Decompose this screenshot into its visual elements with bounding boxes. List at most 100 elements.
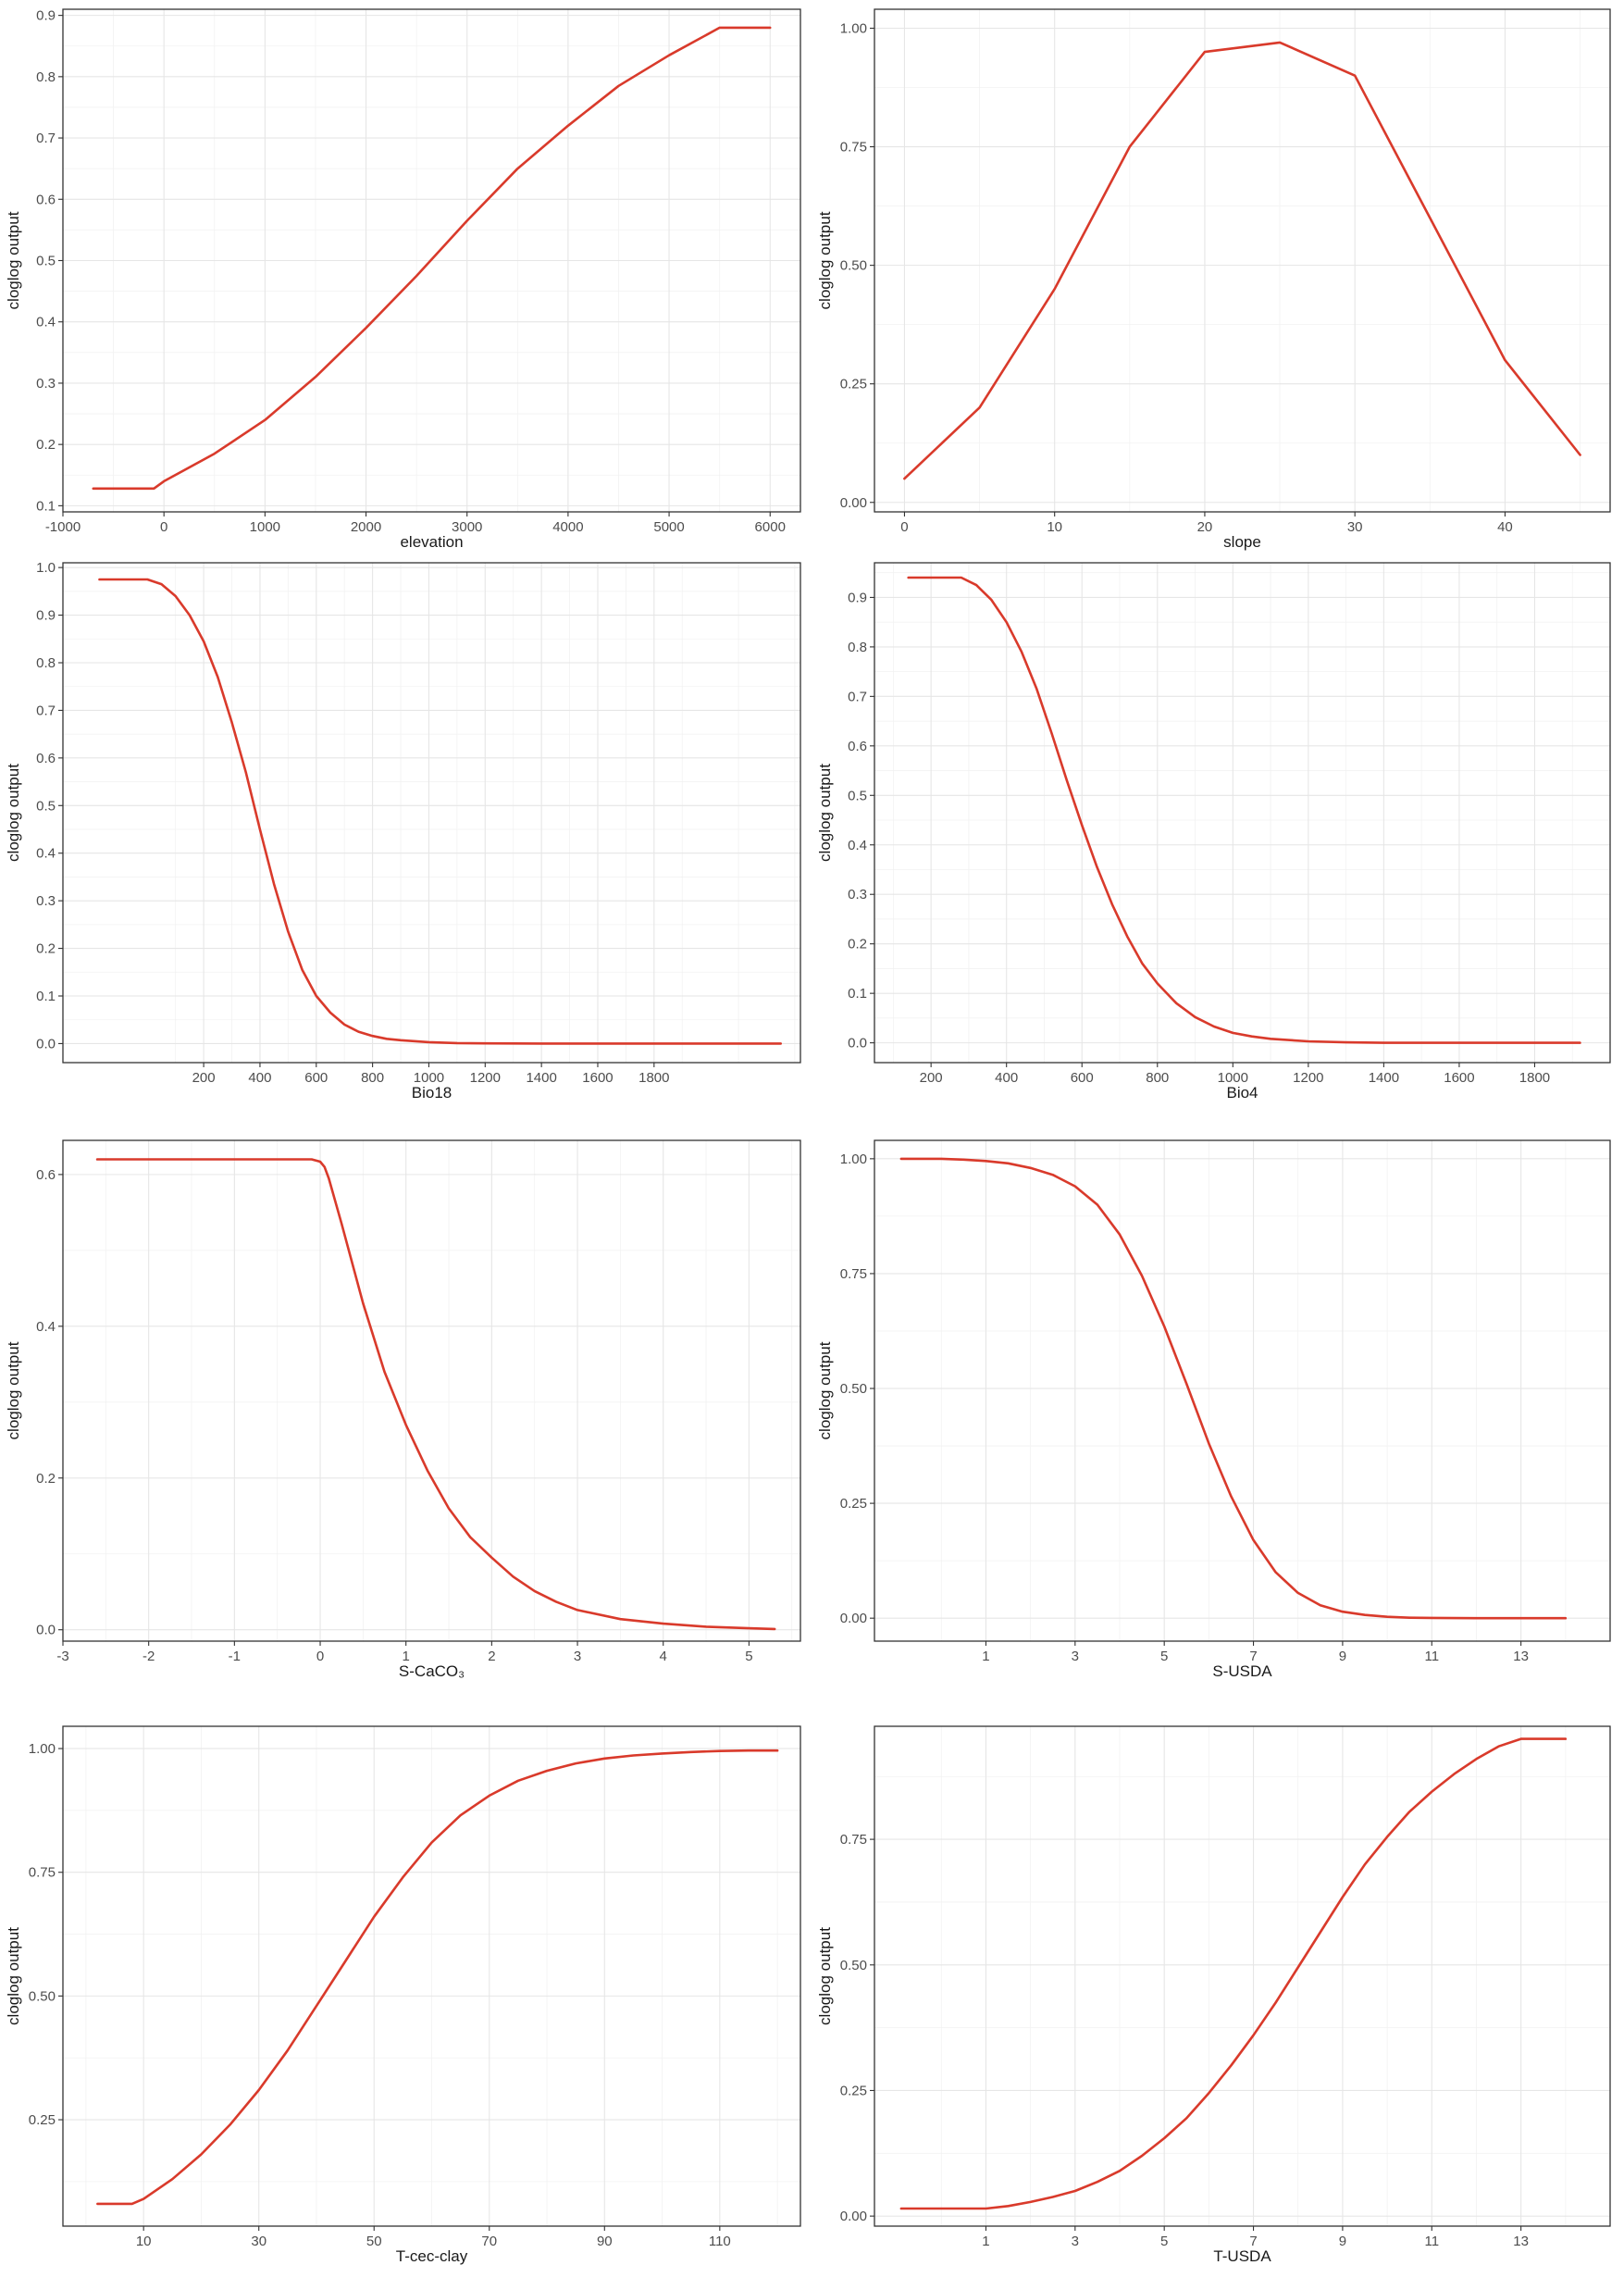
y-tick-label: 0.75 xyxy=(840,1832,867,1848)
x-tick-label: 1400 xyxy=(1369,1070,1399,1086)
y-tick-label: 0.3 xyxy=(36,893,56,909)
x-tick-label: 0 xyxy=(900,519,908,535)
y-axis-title: cloglog output xyxy=(816,1341,834,1439)
y-tick-label: 0.1 xyxy=(36,498,56,514)
plot-background xyxy=(63,1140,800,1641)
y-tick-label: 1.0 xyxy=(36,560,56,576)
y-tick-label: 0.4 xyxy=(848,838,867,853)
x-tick-label: 13 xyxy=(1513,1649,1529,1664)
y-tick-label: 0.25 xyxy=(840,1496,867,1512)
x-tick-label: 7 xyxy=(1249,1649,1257,1664)
x-tick-label: 0 xyxy=(316,1649,324,1664)
x-tick-label: 1400 xyxy=(526,1070,556,1086)
x-axis-title: slope xyxy=(1223,533,1261,551)
x-tick-label: 110 xyxy=(709,2234,731,2249)
x-tick-label: 1800 xyxy=(638,1070,669,1086)
x-tick-label: 6000 xyxy=(755,519,786,535)
panel-border xyxy=(62,1139,801,1642)
y-tick-label: 0.6 xyxy=(36,1167,56,1183)
y-tick-label: 0.2 xyxy=(36,437,56,453)
y-tick-label: 0.4 xyxy=(36,846,56,862)
panel-border xyxy=(874,562,1611,1064)
response-curve xyxy=(92,26,772,491)
x-tick-label: 1 xyxy=(403,1649,410,1664)
chart-panel-4: 200 400 600 800 1000 1200 1400 1600 1800 0.0 0.1 0.… xyxy=(816,562,1611,1101)
chart-panel-2: 0 10 20 30 40 0.00 0.25 0.50 0.75 1.00 slope cloglo… xyxy=(816,8,1611,551)
x-tick-label: 5 xyxy=(1160,2234,1168,2249)
y-tick-label: 0.8 xyxy=(36,69,56,85)
x-tick-label: 1800 xyxy=(1519,1070,1550,1086)
x-tick-label: 5 xyxy=(745,1649,752,1664)
y-tick-label: 0.50 xyxy=(840,1958,867,1973)
y-tick-label: 0.1 xyxy=(36,989,56,1004)
response-curve xyxy=(899,1157,1568,1620)
x-axis-title: Bio18 xyxy=(412,1084,452,1101)
plot-background xyxy=(874,563,1610,1063)
y-tick-label: 0.9 xyxy=(36,8,56,24)
x-tick-label: 400 xyxy=(248,1070,271,1086)
x-tick-label: 9 xyxy=(1339,1649,1346,1664)
y-tick-label: 0.3 xyxy=(848,887,867,902)
x-tick-label: 4000 xyxy=(552,519,583,535)
x-tick-label: 3 xyxy=(574,1649,581,1664)
y-tick-label: 0.00 xyxy=(840,1611,867,1626)
x-axis-title: Bio4 xyxy=(1226,1084,1258,1101)
response-curve xyxy=(899,1737,1568,2210)
y-axis-title: cloglog output xyxy=(816,764,834,862)
x-tick-label: 0 xyxy=(160,519,167,535)
x-tick-label: 1200 xyxy=(470,1070,501,1086)
x-tick-label: 90 xyxy=(597,2234,613,2249)
x-axis-title: S-CaCO₃ xyxy=(399,1662,465,1680)
response-curve xyxy=(903,41,1581,480)
x-tick-label: 1200 xyxy=(1293,1070,1323,1086)
x-tick-label: 20 xyxy=(1197,519,1213,535)
y-tick-label: 0.50 xyxy=(29,1988,56,2004)
panel-border xyxy=(62,562,801,1064)
x-tick-label: 3000 xyxy=(452,519,482,535)
plot-background xyxy=(874,1140,1610,1641)
y-tick-label: 0.0 xyxy=(848,1036,867,1052)
y-tick-label: 0.7 xyxy=(36,131,56,146)
x-tick-label: 200 xyxy=(920,1070,943,1086)
x-tick-label: 1 xyxy=(982,2234,989,2249)
y-tick-label: 0.1 xyxy=(848,986,867,1002)
y-tick-label: 0.5 xyxy=(36,254,56,269)
x-tick-label: 5000 xyxy=(653,519,684,535)
x-tick-label: 50 xyxy=(366,2234,382,2249)
y-tick-label: 0.3 xyxy=(36,376,56,392)
x-tick-label: -1 xyxy=(229,1649,241,1664)
x-tick-label: 9 xyxy=(1339,2234,1346,2249)
x-tick-label: 11 xyxy=(1424,2234,1439,2249)
y-tick-label: 0.9 xyxy=(848,590,867,605)
plot-background xyxy=(874,1726,1610,2226)
y-tick-label: 0.25 xyxy=(29,2112,56,2128)
y-tick-label: 0.7 xyxy=(848,689,867,704)
x-tick-label: 1600 xyxy=(582,1070,613,1086)
y-tick-label: 0.25 xyxy=(840,2083,867,2098)
y-tick-label: 0.5 xyxy=(848,788,867,803)
x-tick-label: 3 xyxy=(1072,2234,1079,2249)
response-curve xyxy=(96,1749,779,2206)
panel-border xyxy=(874,1139,1611,1642)
x-tick-label: 800 xyxy=(1146,1070,1169,1086)
y-tick-label: 1.00 xyxy=(840,1151,867,1167)
y-tick-label: 0.50 xyxy=(840,1381,867,1397)
x-tick-label: 11 xyxy=(1424,1649,1439,1664)
x-tick-label: 10 xyxy=(1047,519,1062,535)
x-axis-title: T-cec-clay xyxy=(396,2247,468,2265)
chart-panel-6: 1 3 5 7 9 11 130.000.250.500.751.00S-USDAclogl… xyxy=(816,1139,1611,1680)
panel-border xyxy=(62,8,801,513)
x-tick-label: 400 xyxy=(995,1070,1018,1086)
chart-panel-1: -1000 0 1000 2000 3000 4000 5000 6000 0.1 0.2 0.3 0… xyxy=(5,8,801,551)
x-axis-title: elevation xyxy=(400,533,463,551)
x-tick-label: 5 xyxy=(1160,1649,1168,1664)
y-tick-label: 0.50 xyxy=(840,258,867,274)
x-axis-title: S-USDA xyxy=(1212,1662,1272,1680)
x-tick-label: 40 xyxy=(1497,519,1513,535)
y-axis-title: cloglog output xyxy=(5,764,22,862)
x-axis-title: T-USDA xyxy=(1213,2247,1271,2265)
y-tick-label: 0.2 xyxy=(848,937,867,952)
